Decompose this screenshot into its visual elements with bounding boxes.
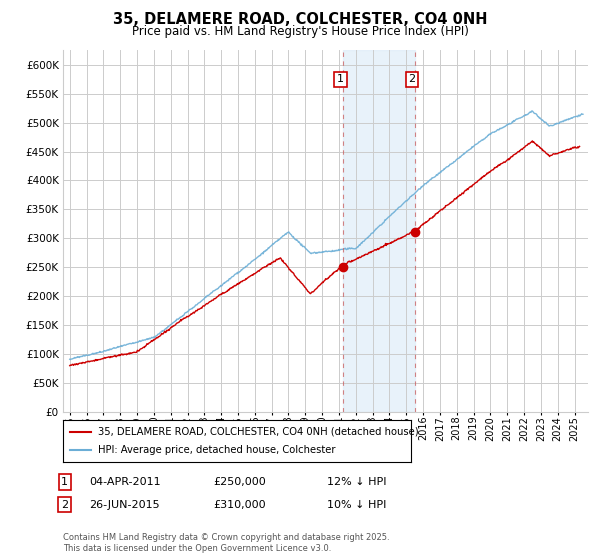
- Text: £250,000: £250,000: [213, 477, 266, 487]
- Text: 12% ↓ HPI: 12% ↓ HPI: [327, 477, 386, 487]
- Text: HPI: Average price, detached house, Colchester: HPI: Average price, detached house, Colc…: [98, 445, 335, 455]
- Text: 26-JUN-2015: 26-JUN-2015: [89, 500, 160, 510]
- Text: £310,000: £310,000: [213, 500, 266, 510]
- Text: 1: 1: [337, 74, 344, 85]
- Bar: [343, 50, 415, 412]
- Text: Contains HM Land Registry data © Crown copyright and database right 2025.
This d: Contains HM Land Registry data © Crown c…: [63, 533, 389, 553]
- Text: 1: 1: [61, 477, 68, 487]
- Text: 04-APR-2011: 04-APR-2011: [89, 477, 160, 487]
- Text: 2: 2: [409, 74, 416, 85]
- Text: 2: 2: [61, 500, 68, 510]
- Text: 35, DELAMERE ROAD, COLCHESTER, CO4 0NH: 35, DELAMERE ROAD, COLCHESTER, CO4 0NH: [113, 12, 487, 27]
- Text: 35, DELAMERE ROAD, COLCHESTER, CO4 0NH (detached house): 35, DELAMERE ROAD, COLCHESTER, CO4 0NH (…: [98, 427, 418, 437]
- Text: 10% ↓ HPI: 10% ↓ HPI: [327, 500, 386, 510]
- Text: Price paid vs. HM Land Registry's House Price Index (HPI): Price paid vs. HM Land Registry's House …: [131, 25, 469, 38]
